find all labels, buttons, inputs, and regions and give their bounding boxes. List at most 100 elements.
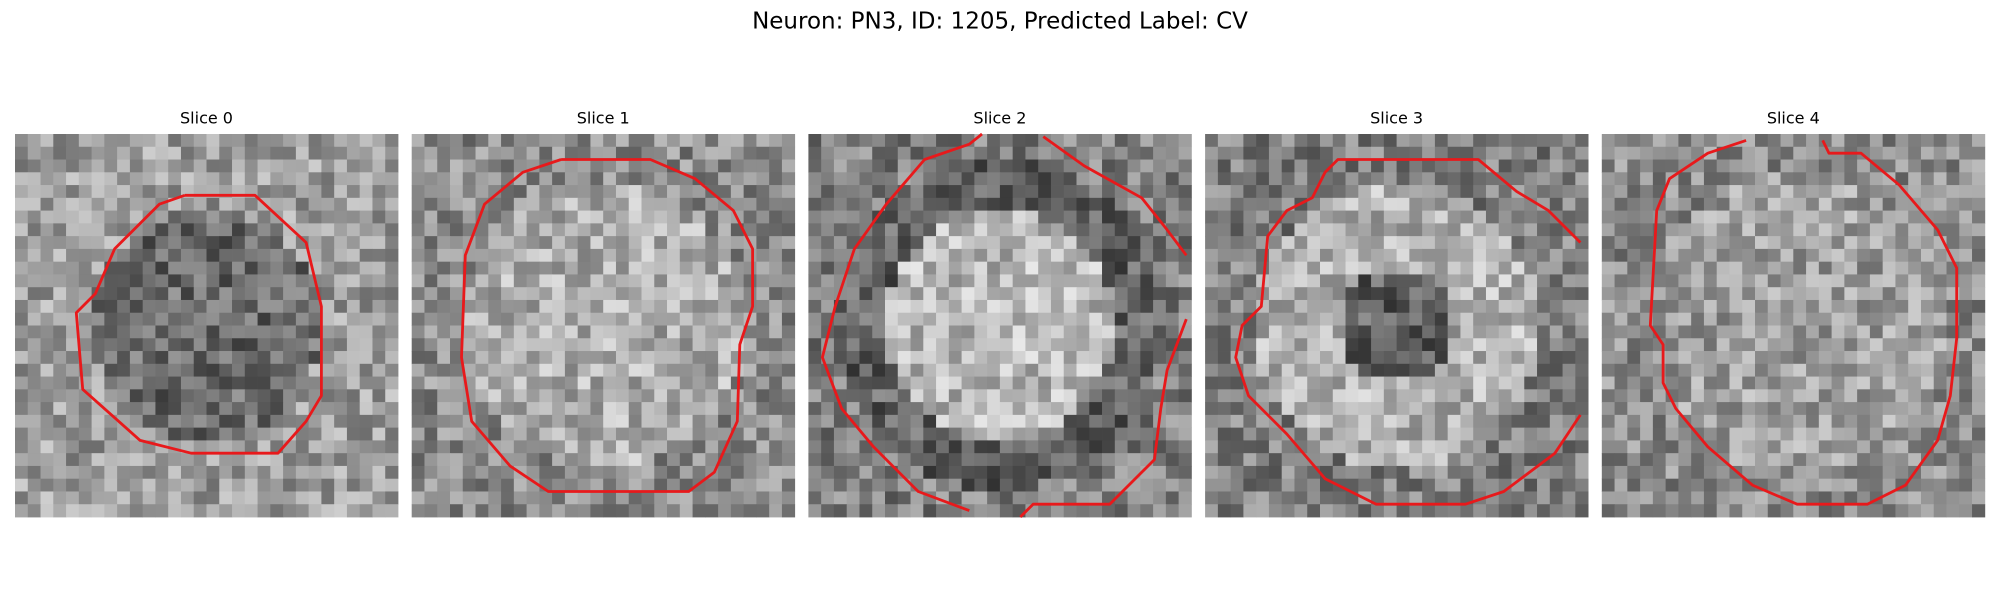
pixel [1857, 261, 1871, 275]
pixel [1102, 185, 1116, 199]
pixel [1818, 427, 1832, 441]
pixel [1831, 134, 1845, 148]
pixel [948, 465, 962, 480]
pixel [833, 325, 848, 339]
pixel [781, 376, 796, 390]
pixel [1153, 427, 1167, 441]
pixel [833, 491, 848, 505]
pixel [692, 504, 706, 518]
pixel [168, 465, 182, 480]
pixel [232, 440, 246, 454]
pixel [1165, 389, 1180, 403]
pixel [1230, 185, 1244, 199]
pixel [1498, 453, 1512, 467]
pixel [1050, 338, 1065, 352]
pixel [808, 338, 822, 352]
pixel [1691, 172, 1705, 186]
pixel [321, 287, 335, 301]
pixel [1498, 440, 1512, 454]
pixel [117, 223, 131, 237]
pixel [180, 274, 195, 288]
pixel [1742, 197, 1756, 211]
pixel [603, 376, 617, 390]
pixel [488, 172, 502, 186]
pixel [1127, 402, 1141, 416]
pixel [628, 504, 642, 518]
pixel [193, 312, 207, 326]
pixel [1345, 363, 1359, 377]
pixel [718, 389, 732, 403]
pixel [1601, 465, 1615, 480]
pixel [1895, 351, 1909, 365]
pixel [1601, 440, 1615, 454]
pixel [885, 236, 899, 250]
pixel [1716, 363, 1730, 377]
pixel [1652, 389, 1667, 403]
pixel [641, 414, 655, 429]
pixel [910, 402, 924, 416]
pixel [948, 427, 962, 441]
pixel [1422, 440, 1436, 454]
pixel [1946, 210, 1960, 224]
pixel [1114, 389, 1128, 403]
pixel [872, 172, 886, 186]
pixel [1537, 197, 1551, 211]
pixel [859, 146, 873, 160]
pixel [1946, 351, 1960, 365]
pixel [948, 351, 962, 365]
pixel [1012, 312, 1026, 326]
pixel [1537, 440, 1551, 454]
pixel [885, 159, 899, 173]
pixel [91, 376, 105, 390]
pixel [1217, 351, 1232, 365]
pixel [1549, 287, 1563, 301]
pixel [142, 389, 156, 403]
pixel [552, 402, 566, 416]
pixel [1882, 312, 1896, 326]
pixel [1614, 236, 1628, 250]
pixel [999, 236, 1014, 250]
pixel [1640, 440, 1654, 454]
pixel [539, 491, 553, 505]
pixel [987, 491, 1001, 505]
pixel [756, 402, 770, 416]
pixel [808, 185, 822, 199]
pixel [1409, 312, 1423, 326]
pixel [1691, 134, 1705, 148]
pixel [66, 491, 80, 505]
pixel [513, 261, 527, 275]
pixel [1742, 261, 1756, 275]
pixel [948, 248, 962, 263]
pixel [1601, 287, 1615, 301]
pixel [1614, 465, 1628, 480]
pixel [999, 325, 1014, 339]
pixel [1920, 363, 1935, 377]
pixel [1537, 402, 1551, 416]
pixel [1140, 312, 1154, 326]
pixel [1358, 440, 1372, 454]
pixel [1332, 414, 1346, 429]
pixel [104, 363, 118, 377]
pixel [1447, 210, 1461, 224]
pixel [40, 159, 54, 173]
pixel [1869, 248, 1884, 263]
pixel [1217, 312, 1232, 326]
pixel [910, 504, 924, 518]
pixel [1933, 491, 1947, 505]
pixel [270, 453, 284, 467]
pixel [1268, 248, 1283, 263]
pixel [730, 325, 745, 339]
pixel [1946, 440, 1960, 454]
pixel [1076, 427, 1090, 441]
pixel [885, 210, 899, 224]
pixel [628, 453, 642, 467]
pixel [1371, 440, 1385, 454]
pixel [1755, 134, 1769, 148]
pixel [654, 338, 668, 352]
pixel [155, 402, 169, 416]
pixel [308, 134, 322, 148]
pixel [206, 146, 220, 160]
pixel [1409, 274, 1423, 288]
pixel [168, 287, 182, 301]
pixel [1358, 351, 1372, 365]
